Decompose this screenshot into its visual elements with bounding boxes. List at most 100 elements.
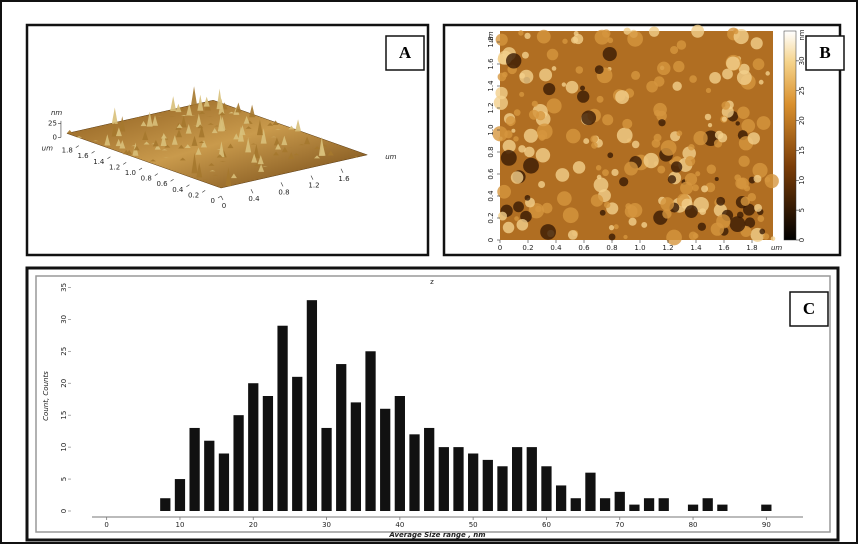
afm-grain bbox=[705, 114, 711, 120]
afm-grain bbox=[693, 131, 707, 145]
x-axis-label: um bbox=[771, 244, 782, 252]
x-tick-label: 0 bbox=[104, 521, 108, 529]
afm-grain bbox=[604, 202, 610, 208]
afm-grain bbox=[709, 72, 721, 84]
afm-grain bbox=[662, 209, 671, 218]
afm-grain bbox=[716, 214, 730, 228]
y-tick-label: 1.0 bbox=[125, 169, 136, 177]
afm-grain bbox=[752, 163, 767, 178]
afm-grain bbox=[706, 88, 711, 93]
afm-grain bbox=[765, 71, 769, 75]
histogram-bar bbox=[541, 466, 551, 511]
afm-grain bbox=[568, 230, 578, 240]
afm-grain bbox=[514, 109, 521, 116]
histogram-bar bbox=[453, 447, 463, 511]
afm-grain bbox=[538, 181, 545, 188]
afm-grain bbox=[502, 72, 508, 78]
afm-grain bbox=[537, 123, 553, 139]
x-tick-label: 50 bbox=[469, 521, 478, 529]
panel-label: C bbox=[803, 299, 815, 318]
afm-grain bbox=[543, 83, 555, 95]
afm-grain bbox=[522, 52, 529, 59]
y-tick-label: 0 bbox=[487, 238, 495, 242]
x-tick-label: 0.8 bbox=[606, 244, 617, 252]
histogram-bar bbox=[175, 479, 185, 511]
afm-grain bbox=[602, 114, 613, 125]
y-tick-label: 0.8 bbox=[487, 146, 495, 157]
y-axis-label: um bbox=[42, 144, 53, 152]
afm-grain bbox=[547, 49, 559, 61]
histogram-bar bbox=[189, 428, 199, 511]
afm-grain bbox=[708, 123, 712, 127]
histogram-bar bbox=[321, 428, 331, 511]
afm-grain bbox=[556, 168, 570, 182]
afm-grain bbox=[643, 153, 658, 168]
afm-grain bbox=[765, 174, 779, 188]
x-tick-label: 60 bbox=[542, 521, 551, 529]
afm-grain bbox=[631, 71, 640, 80]
y-axis-label: um bbox=[487, 31, 495, 42]
afm-grain bbox=[535, 206, 541, 212]
afm-grain bbox=[692, 184, 699, 191]
afm-grain bbox=[595, 65, 604, 74]
histogram-bar bbox=[527, 447, 537, 511]
x-tick-label: 0.4 bbox=[550, 244, 562, 252]
y-tick-label: 0.4 bbox=[487, 190, 495, 202]
x-tick-label: 1.2 bbox=[308, 182, 319, 190]
afm-grain bbox=[623, 235, 627, 239]
y-tick-label: 15 bbox=[60, 411, 68, 420]
afm-grain bbox=[602, 169, 609, 176]
z-tick-label: 25 bbox=[48, 120, 57, 128]
afm-grain bbox=[580, 86, 585, 91]
y-tick-label: 5 bbox=[60, 477, 68, 481]
afm-grain bbox=[514, 216, 519, 221]
colorbar-tick-label: 25 bbox=[798, 86, 806, 95]
afm-grain bbox=[657, 62, 670, 75]
x-tick-label: 0.6 bbox=[578, 244, 590, 252]
colorbar-tick-label: 30 bbox=[798, 56, 806, 65]
afm-grain bbox=[735, 121, 739, 125]
afm-grain bbox=[685, 156, 695, 166]
afm-grain bbox=[498, 212, 507, 221]
afm-grain bbox=[542, 203, 553, 214]
afm-grain bbox=[513, 136, 518, 141]
histogram-bar bbox=[659, 498, 669, 511]
afm-grain bbox=[497, 185, 511, 199]
afm-grain bbox=[506, 116, 516, 126]
afm-grain bbox=[594, 178, 609, 193]
afm-grain bbox=[581, 110, 596, 125]
afm-grain bbox=[649, 26, 659, 36]
histogram-bar bbox=[365, 351, 375, 511]
x-tick-label: 0.8 bbox=[278, 188, 289, 196]
afm-grain bbox=[494, 96, 508, 110]
afm-grain bbox=[737, 212, 744, 219]
afm-grain bbox=[597, 96, 604, 103]
figure: 00.40.81.21.6um00.20.40.60.81.01.21.41.6… bbox=[0, 0, 858, 544]
x-axis-label: um bbox=[385, 153, 396, 161]
afm-grain bbox=[670, 46, 678, 54]
afm-grain bbox=[744, 185, 750, 191]
afm-grain bbox=[596, 165, 601, 170]
y-tick-label: 1.4 bbox=[93, 158, 105, 166]
histogram-bar bbox=[219, 454, 229, 512]
y-tick-label: 0.6 bbox=[156, 180, 168, 188]
afm-grain bbox=[537, 30, 551, 44]
afm-grain bbox=[771, 236, 776, 241]
histogram-bar bbox=[380, 409, 390, 511]
afm-grain bbox=[660, 197, 674, 211]
afm-grain bbox=[607, 152, 613, 158]
x-tick-label: 1.0 bbox=[634, 244, 645, 252]
afm-grain bbox=[716, 197, 725, 206]
afm-grain bbox=[688, 144, 694, 150]
y-tick-label: 1.4 bbox=[487, 80, 495, 92]
panel-label: B bbox=[819, 43, 830, 62]
afm-grain bbox=[603, 47, 617, 61]
afm-grain bbox=[730, 216, 746, 232]
histogram-bar bbox=[248, 383, 258, 511]
y-tick-label: 35 bbox=[60, 283, 68, 292]
y-tick-label: 0.2 bbox=[188, 191, 199, 199]
histogram-bar bbox=[497, 466, 507, 511]
afm-grain bbox=[573, 34, 583, 44]
afm-grain bbox=[671, 161, 682, 172]
afm-grain bbox=[524, 147, 535, 158]
